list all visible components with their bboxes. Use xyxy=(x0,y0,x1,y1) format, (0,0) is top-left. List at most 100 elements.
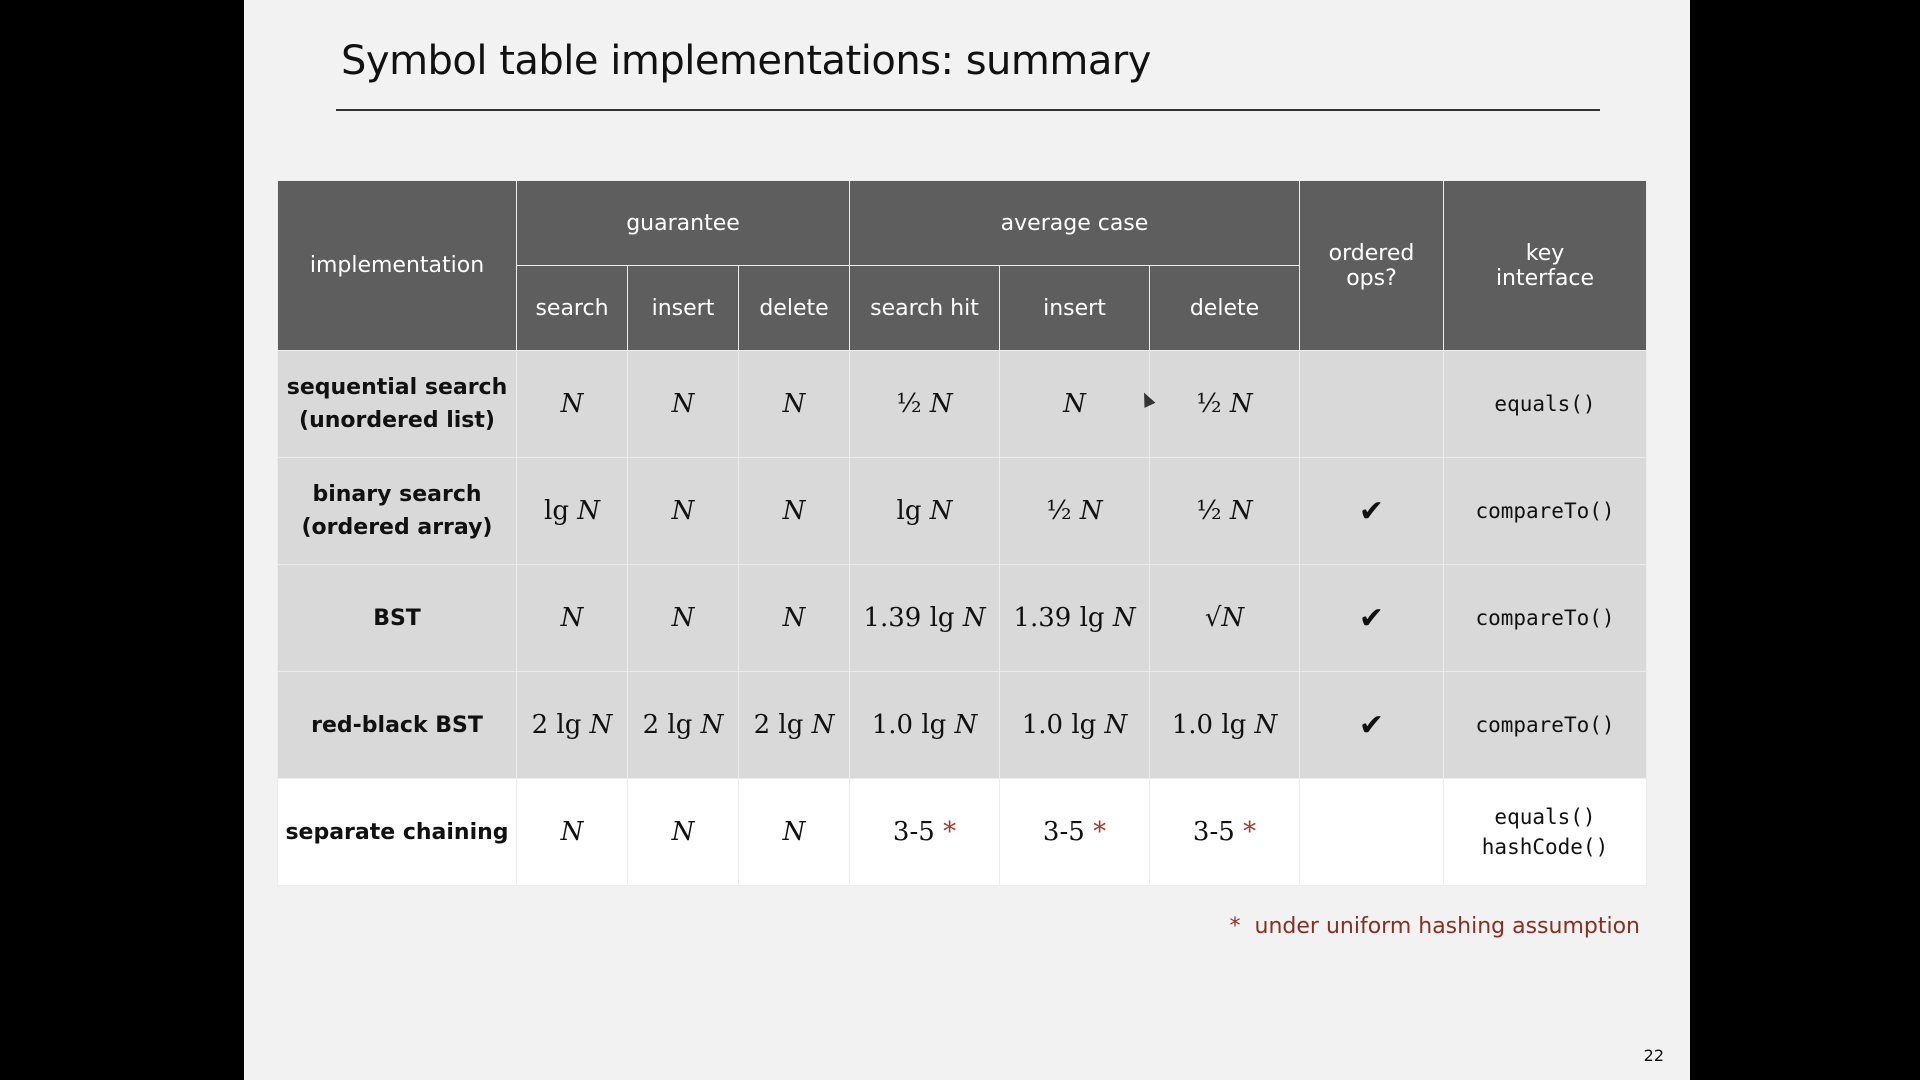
cost-variable: N xyxy=(782,389,806,419)
average-delete-cell: ½ N xyxy=(1149,350,1300,458)
checkmark-icon: ✔ xyxy=(1358,600,1385,636)
cost-variable: N xyxy=(929,389,953,419)
slide: Symbol table implementations: summary im… xyxy=(244,0,1690,1080)
implementation-name: binary search (ordered array) xyxy=(277,457,517,565)
cost-variable: N xyxy=(1229,496,1253,526)
footnote-text: under uniform hashing assumption xyxy=(1254,914,1640,939)
header-average-insert: insert xyxy=(999,265,1150,351)
guarantee-search-cell: N xyxy=(516,778,628,886)
cost-coefficient: √ xyxy=(1204,603,1222,633)
table-row: BST N N N 1.39 lg N 1.39 lg N √N ✔ compareTo() xyxy=(277,564,1647,672)
implementation-name: sequential search (unordered list) xyxy=(277,350,517,458)
cost-variable: N xyxy=(962,603,986,633)
cost-variable: N xyxy=(589,710,613,740)
implementation-name: red-black BST xyxy=(277,671,517,779)
key-interface-method: compareTo() xyxy=(1475,606,1615,630)
cost-variable: N xyxy=(671,496,695,526)
cost-variable: N xyxy=(811,710,835,740)
header-key-interface-line1: key xyxy=(1525,240,1565,266)
cost-variable: N xyxy=(671,817,695,847)
cost-variable: N xyxy=(1229,389,1253,419)
cost-coefficient: 1.0 lg xyxy=(871,710,955,740)
cost-variable: N xyxy=(577,496,600,526)
cost-coefficient: ½ xyxy=(1196,389,1230,419)
cost-variable: N xyxy=(782,496,806,526)
ordered-ops-cell: ✔ xyxy=(1299,564,1444,672)
cost-variable: N xyxy=(782,603,806,633)
header-average-case: average case xyxy=(849,180,1300,266)
average-delete-cell: 1.0 lg N xyxy=(1149,671,1300,779)
key-interface-method: equals() xyxy=(1494,805,1596,829)
cost-variable: N xyxy=(1112,603,1136,633)
guarantee-delete-cell: N xyxy=(738,457,850,565)
guarantee-insert-cell: N xyxy=(627,457,739,565)
cost-variable: N xyxy=(671,389,695,419)
footnote-star-icon: * xyxy=(1093,817,1107,847)
cost-variable: N xyxy=(671,603,695,633)
key-interface-method: compareTo() xyxy=(1475,713,1615,737)
header-ordered-ops-line1: ordered xyxy=(1328,240,1415,266)
average-insert-cell: 1.39 lg N xyxy=(999,564,1150,672)
implementation-name-line: separate chaining xyxy=(285,819,509,845)
average-insert-cell: 3-5 * xyxy=(999,778,1150,886)
cost-variable: N xyxy=(1104,710,1128,740)
header-average-delete: delete xyxy=(1149,265,1300,351)
header-ordered-ops-line2: ops? xyxy=(1346,265,1397,291)
average-search-hit-cell: ½ N xyxy=(849,350,1000,458)
implementation-name-line: (unordered list) xyxy=(299,408,495,433)
implementation-name: separate chaining xyxy=(277,778,517,886)
average-delete-cell: ½ N xyxy=(1149,457,1300,565)
cost-coefficient: 2 lg xyxy=(753,710,812,740)
table-row: separate chaining N N N 3-5 * 3-5 * 3-5 * equal… xyxy=(277,778,1647,886)
header-guarantee-insert: insert xyxy=(627,265,739,351)
guarantee-delete-cell: 2 lg N xyxy=(738,671,850,779)
header-implementation: implementation xyxy=(277,180,517,351)
cost-variable: N xyxy=(929,496,953,526)
implementation-name-line: sequential search xyxy=(286,375,508,400)
implementation-name-line: (ordered array) xyxy=(301,515,493,540)
cost-coefficient: 2 lg xyxy=(642,710,701,740)
header-ordered-ops: ordered ops? xyxy=(1299,180,1444,351)
cost-coefficient: 3-5 xyxy=(1042,817,1094,847)
cost-coefficient: 1.39 lg xyxy=(863,603,963,633)
cost-variable: N xyxy=(560,817,584,847)
cost-coefficient: ½ xyxy=(1046,496,1080,526)
cost-variable: N xyxy=(954,710,978,740)
cost-variable: N xyxy=(782,817,806,847)
checkmark-icon: ✔ xyxy=(1358,493,1385,529)
header-average-search-hit: search hit xyxy=(849,265,1000,351)
average-search-hit-cell: 1.39 lg N xyxy=(849,564,1000,672)
cost-coefficient: ½ xyxy=(1196,496,1230,526)
implementation-name: BST xyxy=(277,564,517,672)
ordered-ops-cell xyxy=(1299,778,1444,886)
guarantee-insert-cell: N xyxy=(627,350,739,458)
cost-coefficient: ½ xyxy=(896,389,930,419)
cost-coefficient: 3-5 xyxy=(892,817,944,847)
cost-variable: N xyxy=(700,710,724,740)
key-interface-method: equals() xyxy=(1494,392,1596,416)
cost-coefficient: 1.0 lg xyxy=(1021,710,1105,740)
average-insert-cell: 1.0 lg N xyxy=(999,671,1150,779)
implementation-name-line: binary search xyxy=(312,482,482,507)
cost-coefficient: 1.0 lg xyxy=(1171,710,1255,740)
header-key-interface-line2: interface xyxy=(1495,265,1595,291)
header-guarantee: guarantee xyxy=(516,180,850,266)
summary-table: implementation guarantee average case or… xyxy=(277,180,1647,886)
guarantee-search-cell: 2 lg N xyxy=(516,671,628,779)
average-insert-cell: ½ N xyxy=(999,457,1150,565)
key-interface-method: compareTo() xyxy=(1475,499,1615,523)
cost-coefficient: 3-5 xyxy=(1192,817,1244,847)
cost-variable: N xyxy=(1063,389,1086,419)
cost-variable: N xyxy=(1079,496,1103,526)
header-guarantee-search: search xyxy=(516,265,628,351)
average-search-hit-cell: 3-5 * xyxy=(849,778,1000,886)
implementation-name-line: BST xyxy=(373,605,421,631)
key-interface-cell: equals() xyxy=(1443,350,1647,458)
ordered-ops-cell xyxy=(1299,350,1444,458)
guarantee-delete-cell: N xyxy=(738,564,850,672)
average-search-hit-cell: lg N xyxy=(849,457,1000,565)
page-number: 22 xyxy=(1643,1046,1664,1065)
key-interface-cell: compareTo() xyxy=(1443,457,1647,565)
